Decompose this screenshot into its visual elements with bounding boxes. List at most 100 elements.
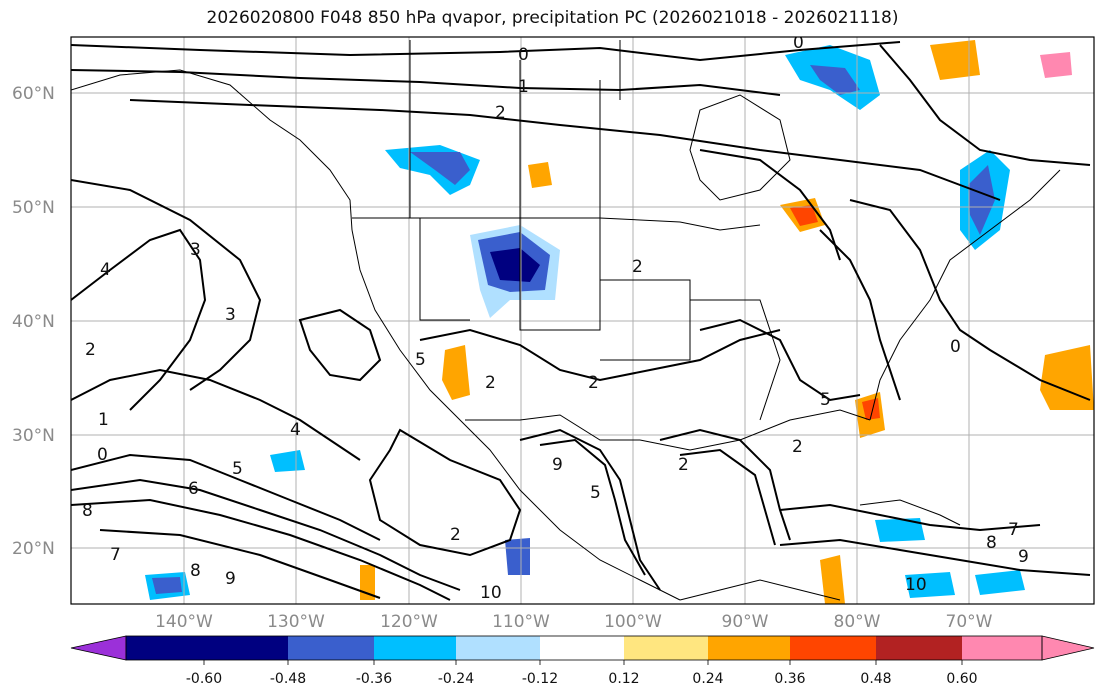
contour-label: 0 <box>793 33 804 53</box>
colorbar-tick-label: -0.36 <box>356 671 392 687</box>
lon-label: 140°W <box>155 612 213 632</box>
contour-label: 8 <box>82 501 93 521</box>
colorbar-tick-label: -0.24 <box>438 671 474 687</box>
contour-line-8 <box>71 498 451 601</box>
lon-label: 120°W <box>380 612 438 632</box>
lon-label: 80°W <box>834 612 881 632</box>
border-states-4 <box>690 299 781 421</box>
shade-blob-gulf-core <box>862 398 880 420</box>
longitude-labels: 140°W 130°W 120°W 110°W 100°W 90°W 80°W … <box>155 612 993 632</box>
lon-label: 130°W <box>267 612 325 632</box>
contour-labels: 0 1 2 3 3 2 4 5 2 2 2 4 5 2 7 8 9 10 9 5… <box>82 33 1029 603</box>
shade-blob-rockies-core <box>490 248 540 282</box>
colorbar-swatch <box>456 636 540 660</box>
colorbar-swatch <box>962 636 1042 660</box>
contour-label: 9 <box>1018 547 1029 567</box>
shade-blob-caribbean-2 <box>905 572 955 598</box>
contour-line-19 <box>699 318 861 402</box>
contour-line-14 <box>539 438 646 576</box>
contour-label: 2 <box>485 373 496 393</box>
latitude-labels: 60°N 50°N 40°N 30°N 20°N <box>12 84 55 559</box>
lon-label: 70°W <box>946 612 993 632</box>
contour-line-3 <box>71 179 262 391</box>
contour-line-10 <box>298 308 382 382</box>
contour-label: 2 <box>792 437 803 457</box>
colorbar-swatch <box>218 636 288 660</box>
lat-label: 60°N <box>12 84 55 104</box>
colorbar-swatch <box>126 636 218 660</box>
colorbar-tick-label: 0.60 <box>946 671 977 687</box>
contour-line-7 <box>71 478 461 591</box>
contour-line-12 <box>368 428 522 557</box>
colorbar-tick-label: -0.60 <box>186 671 222 687</box>
contour-label: 5 <box>590 483 601 503</box>
coastline-gulf <box>639 409 871 451</box>
colorbar-tick-label: -0.12 <box>522 671 558 687</box>
lat-label: 40°N <box>12 312 55 332</box>
shade-blob-california <box>442 345 470 400</box>
contour-label: 2 <box>450 525 461 545</box>
contour-label: 10 <box>480 583 502 603</box>
lat-label: 50°N <box>12 198 55 218</box>
shade-blob-pacific-south-core <box>152 577 182 594</box>
contour-label: 5 <box>232 459 243 479</box>
contour-label: 2 <box>495 103 506 123</box>
shade-blob-atlantic <box>1040 345 1094 410</box>
coastline-central-america <box>679 579 841 601</box>
colorbar-high-extension <box>1041 635 1095 661</box>
contour-label: 4 <box>100 260 111 280</box>
contour-label: 5 <box>415 350 426 370</box>
contour-label: 1 <box>518 77 529 97</box>
lat-label: 30°N <box>12 426 55 446</box>
border-us-mexico <box>465 414 640 441</box>
contour-line-23 <box>879 44 1091 166</box>
contour-line-4 <box>71 228 207 411</box>
contour-label: 7 <box>110 545 121 565</box>
contour-line-6 <box>71 453 381 541</box>
colorbar-swatch <box>624 636 708 660</box>
contour-label: 4 <box>290 420 301 440</box>
shade-blob-central-america <box>505 538 530 575</box>
colorbar: -0.60 -0.48 -0.36 -0.24 -0.12 0.12 0.24 … <box>70 635 1095 687</box>
colorbar-tick-label: 0.48 <box>860 671 891 687</box>
shade-blob-great-lakes-core <box>790 205 818 226</box>
lat-label: 20°N <box>12 539 55 559</box>
contour-line-16 <box>679 448 776 546</box>
map-frame <box>70 36 1095 605</box>
lon-label: 90°W <box>722 612 769 632</box>
contour-label: 9 <box>552 455 563 475</box>
colorbar-tick-label: 0.24 <box>692 671 723 687</box>
contour-label: 6 <box>188 479 199 499</box>
contour-line-15 <box>659 428 791 541</box>
contour-line-21 <box>819 229 901 401</box>
contour-label: 3 <box>190 240 201 260</box>
political-borders <box>71 40 1061 601</box>
contour-label: 8 <box>986 533 997 553</box>
shade-blob-caribbean-east <box>875 518 925 542</box>
contour-label: 3 <box>225 305 236 325</box>
contour-label: 2 <box>678 455 689 475</box>
shade-blob-hudson-core <box>810 65 860 95</box>
coastline-east <box>869 169 1061 421</box>
contour-label: 9 <box>225 569 236 589</box>
colorbar-swatch <box>876 636 962 660</box>
contour-line-11 <box>419 328 781 382</box>
contour-label: 1 <box>98 410 109 430</box>
contour-label: 10 <box>905 575 927 595</box>
contour-line-13 <box>519 428 661 591</box>
coastline-alaska <box>71 69 353 231</box>
shade-blob-quebec-core <box>968 165 995 235</box>
coastline-west <box>351 229 681 601</box>
border-provinces <box>409 40 621 218</box>
shade-blob-dakota <box>528 162 552 188</box>
contour-label: 2 <box>588 373 599 393</box>
border-states-2 <box>519 218 601 331</box>
contour-label: 2 <box>85 340 96 360</box>
qvapor-contours <box>71 41 1091 601</box>
contour-label: 0 <box>518 45 529 65</box>
contour-label: 0 <box>97 445 108 465</box>
contour-line-9 <box>99 529 381 599</box>
colorbar-swatch <box>374 636 456 660</box>
contour-label: 8 <box>190 561 201 581</box>
